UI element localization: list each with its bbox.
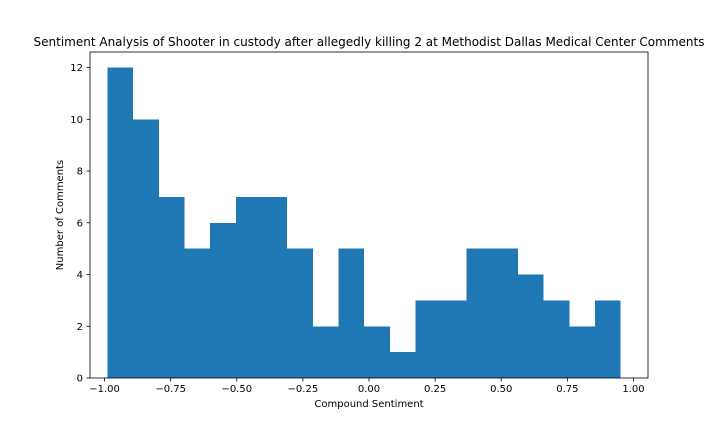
x-tick-label: 0.50 (490, 384, 512, 395)
y-axis-ticks: 0 2 4 6 8 10 12 (70, 63, 90, 385)
histogram-bar (518, 274, 544, 378)
y-tick-label: 2 (77, 322, 83, 333)
histogram-bar (312, 326, 339, 378)
x-tick-label: −0.50 (221, 384, 252, 395)
histogram-bar (569, 326, 595, 378)
histogram-bar (389, 352, 416, 378)
chart-title: Sentiment Analysis of Shooter in custody… (34, 35, 705, 49)
histogram-bar (287, 248, 313, 378)
x-tick-label: −1.00 (89, 384, 120, 395)
x-tick-label: −0.75 (155, 384, 186, 395)
histogram-bar (158, 196, 185, 378)
histogram-bar (492, 248, 519, 378)
histogram-bar (364, 326, 390, 378)
histogram-bar (107, 67, 134, 379)
x-tick-label: 0.75 (556, 384, 578, 395)
x-tick-label: 1.00 (622, 384, 644, 395)
histogram-bar (594, 300, 621, 378)
histogram-bar (133, 119, 159, 379)
x-axis-label: Compound Sentiment (314, 399, 423, 410)
histogram-bar (338, 248, 365, 378)
y-tick-label: 6 (77, 218, 83, 229)
x-tick-label: −0.25 (288, 384, 319, 395)
histogram-bar (261, 196, 288, 378)
histogram-bar (543, 300, 570, 378)
histogram-bar (184, 248, 211, 378)
y-tick-label: 4 (77, 270, 83, 281)
histogram-bar (235, 196, 262, 378)
x-tick-label: 0.25 (424, 384, 446, 395)
x-axis-ticks: −1.00 −0.75 −0.50 −0.25 0.00 0.25 0.50 0.75 1.00 (89, 378, 645, 395)
y-tick-label: 8 (77, 167, 83, 178)
y-tick-label: 12 (70, 63, 83, 74)
y-tick-label: 10 (70, 115, 83, 126)
y-tick-label: 0 (77, 374, 83, 385)
histogram-bar (415, 300, 442, 378)
histogram-bar (441, 300, 467, 378)
y-axis-label: Number of Comments (55, 160, 66, 270)
histogram-bar (210, 222, 236, 378)
x-tick-label: 0.00 (358, 384, 380, 395)
histogram-bar (466, 248, 493, 378)
bars-group (107, 67, 621, 379)
